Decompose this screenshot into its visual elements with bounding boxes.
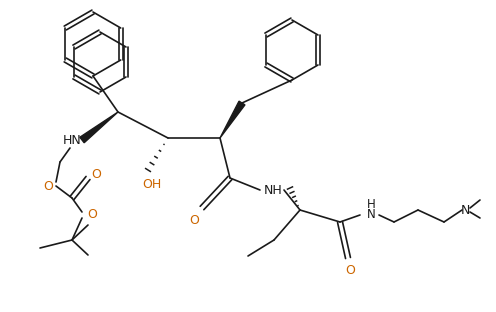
Text: HN: HN [62, 134, 81, 147]
Text: NH: NH [264, 183, 282, 197]
Text: N: N [367, 208, 375, 222]
Text: N: N [460, 203, 470, 217]
Text: O: O [91, 168, 101, 181]
Text: O: O [345, 264, 355, 276]
Polygon shape [220, 101, 245, 138]
Text: OH: OH [142, 178, 162, 191]
Text: O: O [43, 179, 53, 193]
Polygon shape [80, 112, 118, 143]
Text: O: O [189, 213, 199, 227]
Text: O: O [87, 207, 97, 221]
Text: H: H [367, 198, 375, 212]
